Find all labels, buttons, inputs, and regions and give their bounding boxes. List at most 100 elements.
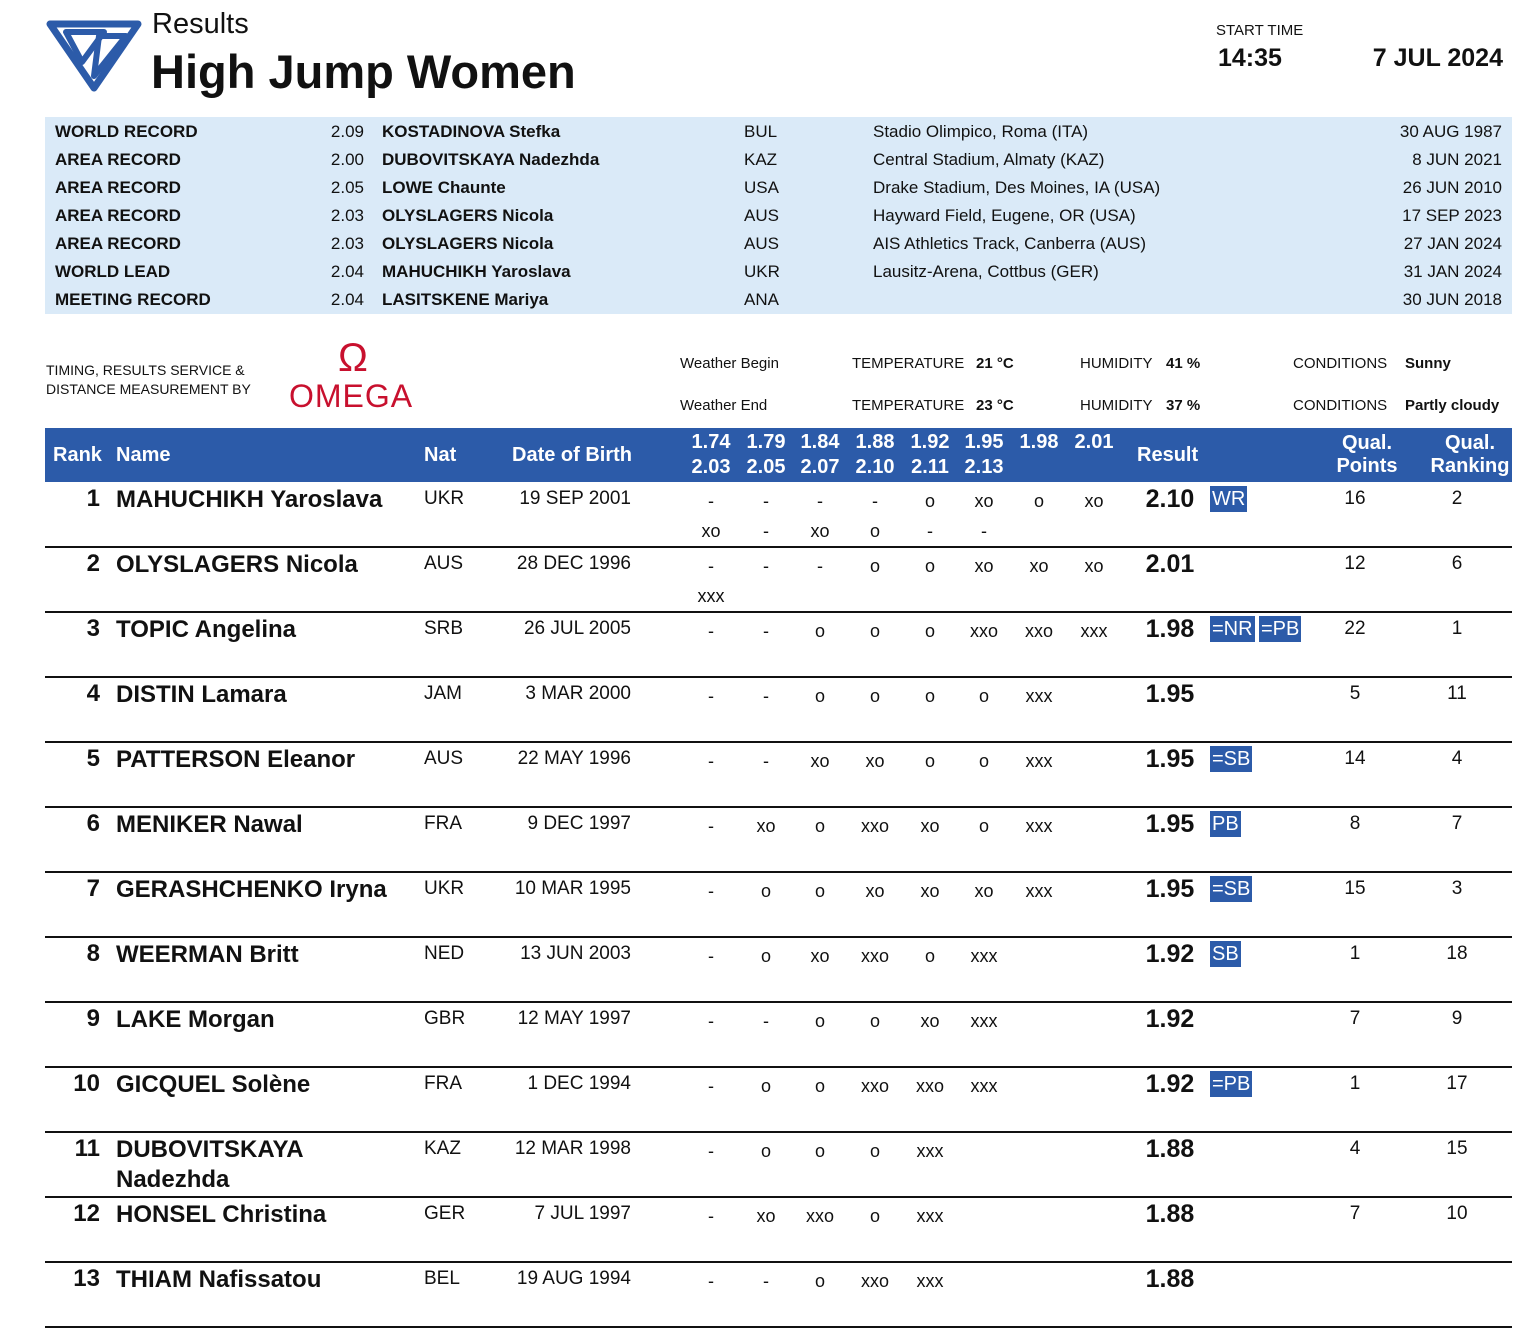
attempt: xo xyxy=(701,521,721,541)
humidity-label: HUMIDITY xyxy=(1080,397,1153,414)
omega-symbol: Ω xyxy=(338,336,368,380)
row-divider xyxy=(45,1261,1512,1263)
row-divider xyxy=(45,1001,1512,1003)
attempt: - xyxy=(981,521,987,541)
record-athlete: DUBOVITSKAYA Nadezhda xyxy=(382,150,600,169)
height-label: 2.05 xyxy=(746,456,786,478)
qual-ranking: 11 xyxy=(1447,683,1467,704)
attempt: - xyxy=(708,1141,714,1161)
row-divider xyxy=(45,806,1512,808)
record-mark: 2.03 xyxy=(330,234,364,253)
nat: KAZ xyxy=(424,1138,461,1159)
record-nat: UKR xyxy=(744,262,780,281)
athlete-name: GICQUEL Solène xyxy=(116,1071,311,1098)
attempt: xo xyxy=(865,881,885,901)
attempt: - xyxy=(708,881,714,901)
row-divider xyxy=(45,1326,1512,1328)
qual-ranking: 6 xyxy=(1451,553,1463,574)
record-athlete: OLYSLAGERS Nicola xyxy=(382,234,554,253)
attempt: xxo xyxy=(860,816,889,836)
height-label: 1.92 xyxy=(910,431,950,453)
date-of-birth: 1 DEC 1994 xyxy=(527,1073,631,1094)
attempt: xxo xyxy=(805,1206,834,1226)
attempt: xxx xyxy=(1025,816,1053,836)
nat: NED xyxy=(424,943,465,964)
attempt: xxo xyxy=(860,946,889,966)
rank: 6 xyxy=(86,810,100,837)
nat: JAM xyxy=(424,683,462,704)
attempt: - xyxy=(763,491,769,511)
attempt: o xyxy=(814,1076,825,1096)
attempt: xo xyxy=(974,556,994,576)
attempt: o xyxy=(924,556,935,576)
height-label: 2.03 xyxy=(691,456,731,478)
attempt: o xyxy=(814,621,825,641)
record-venue: Central Stadium, Almaty (KAZ) xyxy=(873,150,1105,169)
qual-ranking: 2 xyxy=(1451,488,1463,509)
record-venue: AIS Athletics Track, Canberra (AUS) xyxy=(873,234,1147,253)
result: 2.01 xyxy=(1145,550,1195,578)
attempt: xxx xyxy=(1025,686,1053,706)
record-type: WORLD LEAD xyxy=(55,262,171,281)
nat: UKR xyxy=(424,488,465,509)
row-divider xyxy=(45,1066,1512,1068)
attempt: xxo xyxy=(1024,621,1053,641)
attempt: xo xyxy=(810,521,830,541)
row-divider xyxy=(45,611,1512,613)
height-label: 1.98 xyxy=(1019,431,1059,453)
attempt: xo xyxy=(920,881,940,901)
attempt: o xyxy=(924,946,935,966)
result: 1.98 xyxy=(1145,615,1195,643)
table-header-bar xyxy=(45,428,1512,482)
nat: AUS xyxy=(424,748,464,769)
attempt: - xyxy=(817,491,823,511)
attempt: xxx xyxy=(1080,621,1108,641)
qual-ranking: 4 xyxy=(1451,748,1463,769)
attempt: xxx xyxy=(1025,881,1053,901)
attempt: - xyxy=(708,491,714,511)
date-of-birth: 10 MAR 1995 xyxy=(514,878,631,899)
attempt: xo xyxy=(756,1206,776,1226)
conditions: Partly cloudy xyxy=(1405,397,1500,414)
record-type: AREA RECORD xyxy=(55,206,181,225)
athlete-name: LAKE Morgan xyxy=(116,1006,275,1033)
attempt: xxx xyxy=(916,1271,944,1291)
attempt: xo xyxy=(974,881,994,901)
result: 1.95 xyxy=(1145,745,1195,773)
attempt: xo xyxy=(1029,556,1049,576)
record-athlete: MAHUCHIKH Yaroslava xyxy=(382,262,571,281)
attempt: o xyxy=(814,1271,825,1291)
attempt: - xyxy=(708,1011,714,1031)
row-divider xyxy=(45,741,1512,743)
attempt: xxo xyxy=(915,1076,944,1096)
athlete-name: OLYSLAGERS Nicola xyxy=(116,551,358,578)
qual-points: 15 xyxy=(1344,878,1366,899)
attempt: o xyxy=(924,621,935,641)
attempt: o xyxy=(924,491,935,511)
attempt: xxx xyxy=(970,1076,998,1096)
attempt: o xyxy=(814,881,825,901)
record-type: MEETING RECORD xyxy=(55,290,211,309)
result: 1.88 xyxy=(1145,1135,1195,1163)
row-divider xyxy=(45,936,1512,938)
record-badge: WR xyxy=(1210,486,1248,512)
attempt: xo xyxy=(1084,491,1104,511)
athlete-name: WEERMAN Britt xyxy=(116,941,299,968)
attempt: o xyxy=(760,946,771,966)
result: 1.92 xyxy=(1145,940,1195,968)
record-date: 17 SEP 2023 xyxy=(1402,206,1502,225)
row-divider xyxy=(45,1131,1512,1133)
qual-ranking: 10 xyxy=(1446,1203,1468,1224)
record-venue: Lausitz-Arena, Cottbus (GER) xyxy=(873,262,1099,281)
attempt: o xyxy=(924,751,935,771)
date-of-birth: 26 JUL 2005 xyxy=(523,618,631,639)
qual-ranking: 15 xyxy=(1446,1138,1468,1159)
record-type: AREA RECORD xyxy=(55,150,181,169)
rank: 1 xyxy=(86,485,100,512)
attempt: o xyxy=(978,816,989,836)
date-of-birth: 12 MAR 1998 xyxy=(514,1138,631,1159)
nat: AUS xyxy=(424,553,464,574)
qual-points: 1 xyxy=(1349,943,1361,964)
col-dob: Date of Birth xyxy=(512,444,632,466)
